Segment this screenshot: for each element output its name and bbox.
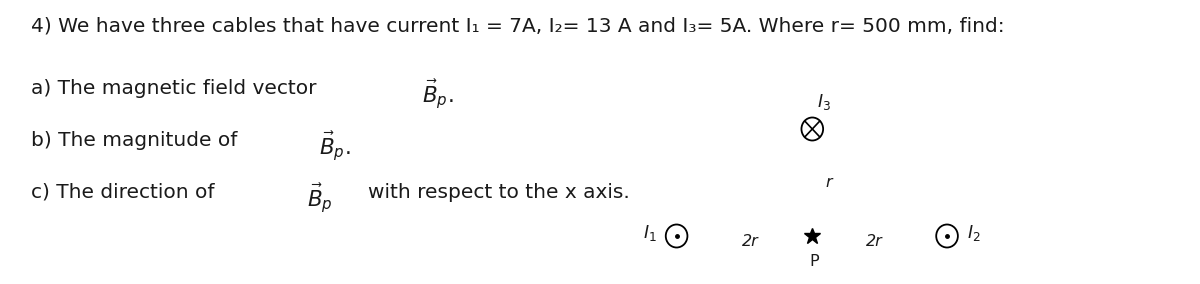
- Text: $\vec{B}_{p}$.: $\vec{B}_{p}$.: [318, 129, 350, 163]
- Text: 4) We have three cables that have current I₁ = 7A, I₂= 13 A and I₃= 5A. Where r=: 4) We have three cables that have curren…: [31, 16, 1004, 35]
- Text: $I_3$: $I_3$: [817, 91, 830, 112]
- Text: r: r: [826, 175, 832, 190]
- Text: b) The magnitude of: b) The magnitude of: [31, 131, 238, 150]
- Text: a) The magnetic field vector: a) The magnetic field vector: [31, 79, 317, 98]
- Text: 2r: 2r: [742, 233, 758, 248]
- Text: c) The direction of: c) The direction of: [31, 183, 215, 202]
- Text: $I_1$: $I_1$: [642, 223, 656, 243]
- Text: 2r: 2r: [866, 233, 883, 248]
- Text: P: P: [809, 254, 818, 268]
- Text: $\vec{B}_{p}$.: $\vec{B}_{p}$.: [422, 77, 454, 111]
- Text: with respect to the x axis.: with respect to the x axis.: [367, 183, 629, 202]
- Text: $\vec{B}_{p}$: $\vec{B}_{p}$: [307, 181, 332, 215]
- Text: $I_2$: $I_2$: [967, 223, 980, 243]
